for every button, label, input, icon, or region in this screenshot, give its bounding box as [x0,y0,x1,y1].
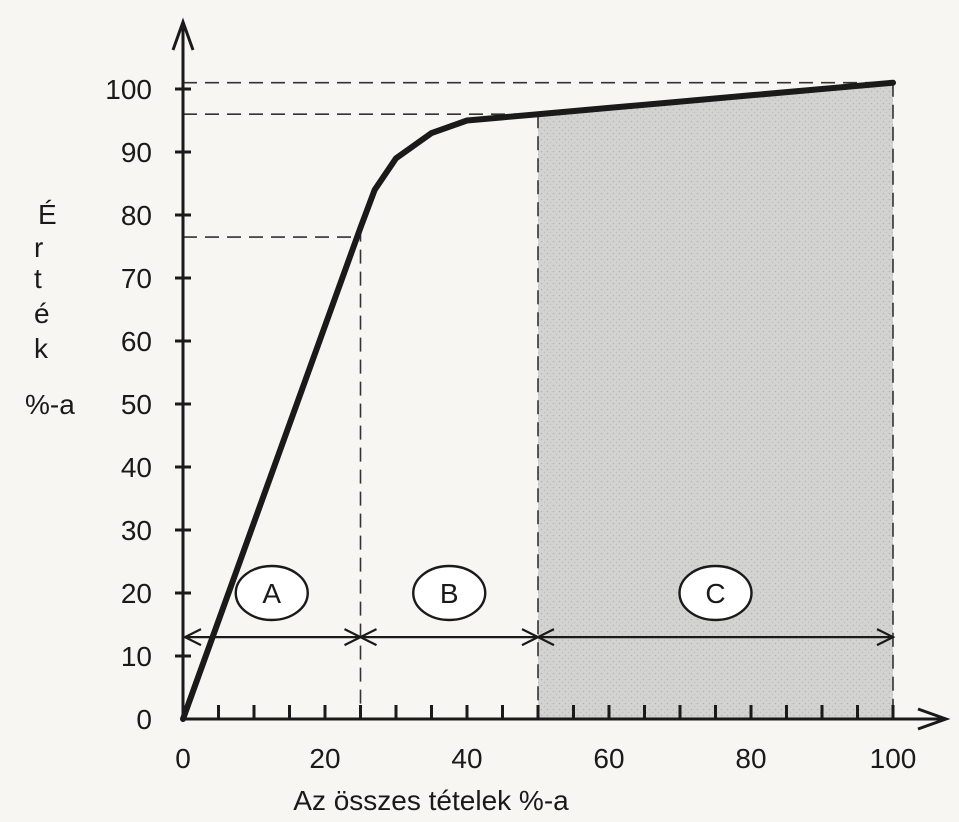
y-axis-arrow [171,17,195,51]
x-axis-label: Az összes tételek %-a [293,785,569,816]
y-axis-label-part: É [38,199,57,230]
zone-arrowhead [358,628,377,647]
y-axis-label-part: é [34,298,50,329]
y-tick-label: 90 [121,137,152,168]
cumulative-value-curve [180,79,896,722]
shaded-region-c [538,82,893,719]
zone-label-b: B [440,578,459,609]
y-tick-label: 20 [121,578,152,609]
x-tick-label: 100 [870,743,917,774]
y-tick-label: 60 [121,326,152,357]
x-tick-label: 80 [735,743,766,774]
x-tick-label: 0 [175,743,191,774]
y-tick-label: 80 [121,200,152,231]
y-axis-label-part: %-a [25,389,75,420]
y-tick-label: 40 [121,452,152,483]
zone-label-a: A [262,578,281,609]
y-tick-label: 70 [121,263,152,294]
y-axis-label-part: r [34,232,43,263]
y-tick-label: 50 [121,389,152,420]
zone-badge-c [678,564,753,622]
y-tick-label: 0 [136,704,152,735]
y-tick-label: 10 [121,641,152,672]
zone-arrowhead [535,628,555,647]
x-tick-label: 60 [593,743,624,774]
zone-arrowhead [876,628,896,647]
zone-badge-b [412,564,487,622]
y-axis-label-part: k [34,333,49,364]
y-tick-label: 30 [121,515,152,546]
x-tick-label: 40 [451,743,482,774]
y-tick-label: 100 [105,74,152,105]
zone-label-c: C [705,578,725,609]
zone-arrowhead [182,628,202,647]
y-axis-label-part: t [34,263,42,294]
x-axis-arrow [917,707,951,731]
zone-badge-a [234,564,309,622]
x-tick-label: 20 [309,743,340,774]
